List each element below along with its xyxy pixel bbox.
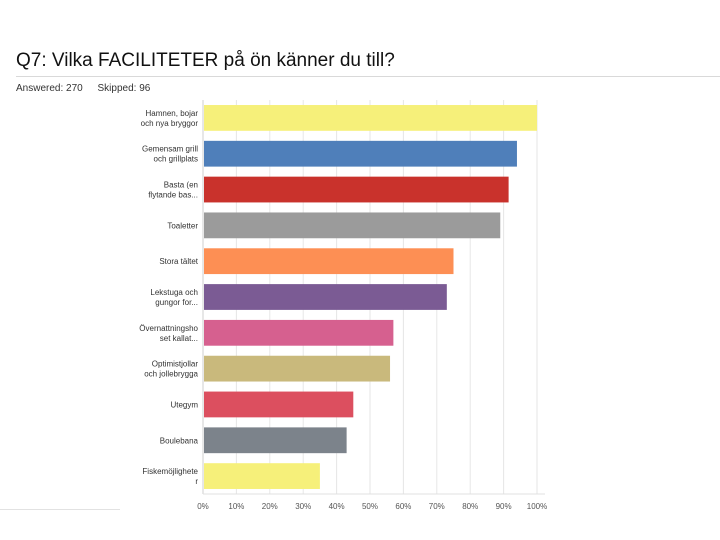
category-label: Fiskemöjlighete bbox=[142, 467, 198, 476]
bar bbox=[204, 427, 347, 454]
category-label: Optimistjollar bbox=[152, 360, 199, 369]
bar bbox=[204, 248, 454, 275]
x-tick-label: 90% bbox=[496, 502, 512, 511]
bar bbox=[204, 355, 391, 382]
category-label: set kallat... bbox=[160, 334, 198, 343]
category-label: r bbox=[195, 477, 198, 486]
category-label: och jollebrygga bbox=[144, 370, 198, 379]
footer-divider bbox=[0, 509, 120, 510]
bar bbox=[204, 212, 501, 239]
answered-count: Answered: 270 bbox=[16, 83, 83, 94]
category-label: flytande bas... bbox=[148, 191, 198, 200]
bar bbox=[204, 463, 320, 489]
category-label: Utegym bbox=[170, 400, 198, 409]
skipped-count: Skipped: 96 bbox=[97, 83, 151, 94]
category-label: och grillplats bbox=[154, 155, 198, 164]
x-tick-label: 40% bbox=[329, 502, 345, 511]
category-label: och nya bryggor bbox=[141, 119, 199, 128]
bar bbox=[204, 140, 517, 167]
category-label: Stora tältet bbox=[159, 257, 198, 266]
category-label: gungor for... bbox=[155, 298, 198, 307]
category-label: Boulebana bbox=[160, 436, 199, 445]
x-tick-label: 50% bbox=[362, 502, 378, 511]
category-label: Övernattningsho bbox=[139, 324, 198, 333]
response-stats: Answered: 270 Skipped: 96 bbox=[16, 83, 162, 94]
x-tick-label: 60% bbox=[395, 502, 411, 511]
category-label: Gemensam grill bbox=[142, 145, 198, 154]
question-title: Q7: Vilka FACILITETER på ön känner du ti… bbox=[16, 50, 395, 71]
category-label: Hamnen, bojar bbox=[146, 109, 199, 118]
x-tick-label: 70% bbox=[429, 502, 445, 511]
bar bbox=[204, 391, 354, 418]
x-tick-label: 0% bbox=[197, 502, 209, 511]
category-label: Lekstuga och bbox=[150, 288, 198, 297]
x-tick-label: 100% bbox=[527, 502, 547, 511]
title-divider bbox=[16, 76, 720, 77]
category-label: Toaletter bbox=[167, 221, 198, 230]
x-tick-label: 30% bbox=[295, 502, 311, 511]
bar bbox=[204, 176, 509, 203]
x-tick-label: 20% bbox=[262, 502, 278, 511]
bar bbox=[204, 319, 394, 346]
bar bbox=[204, 284, 447, 310]
bar bbox=[204, 105, 537, 131]
category-label: Basta (en bbox=[164, 181, 198, 190]
x-tick-label: 10% bbox=[228, 502, 244, 511]
x-tick-label: 80% bbox=[462, 502, 478, 511]
